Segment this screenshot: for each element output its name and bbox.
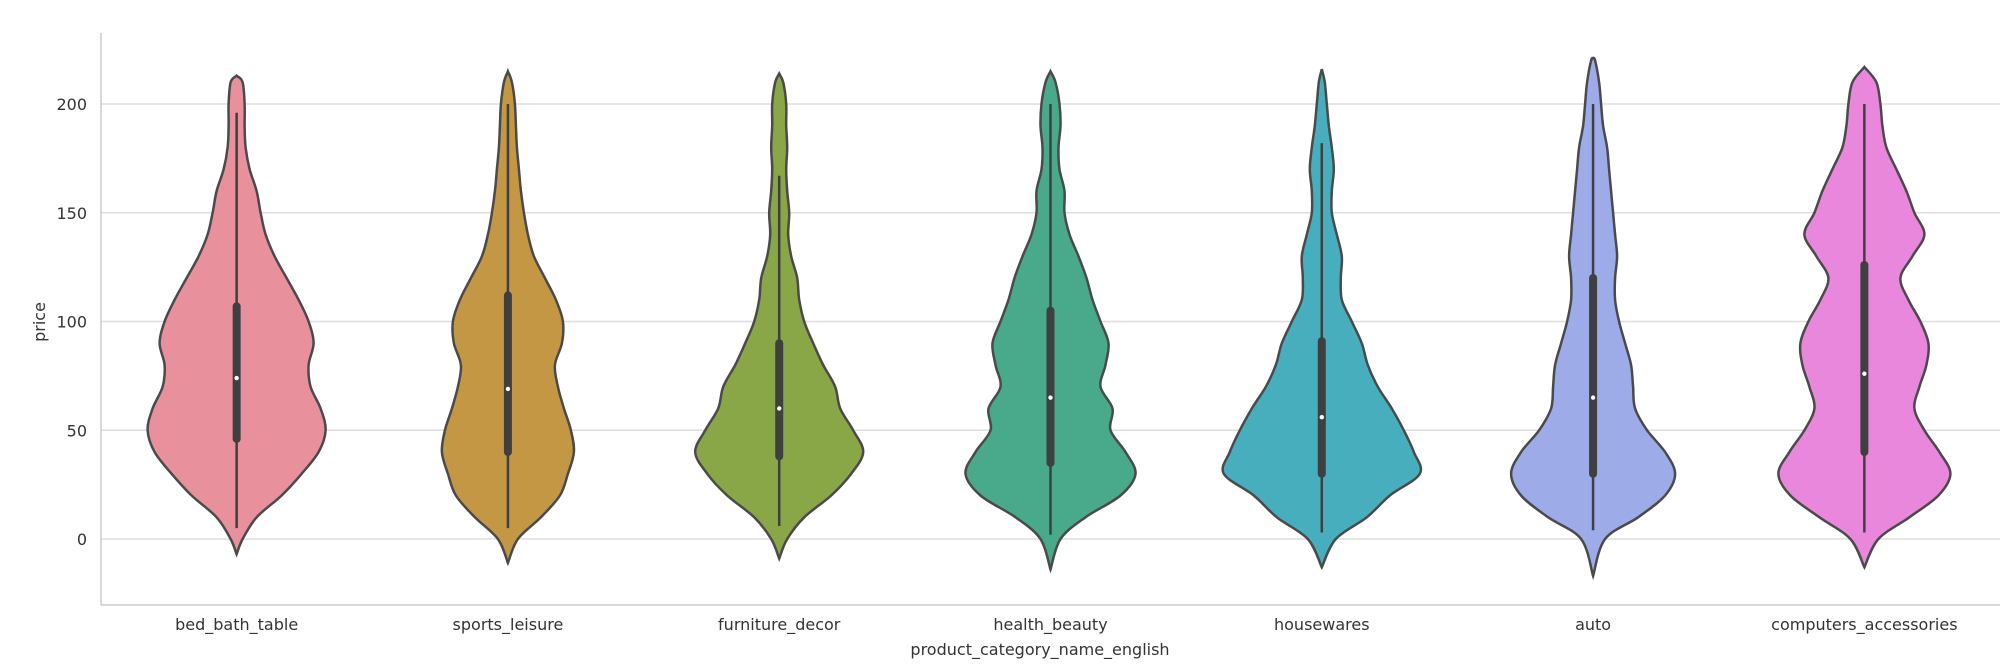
x-tick-label: computers_accessories (1771, 615, 1957, 635)
violin-computers-accessories (1777, 64, 1952, 571)
y-tick-label: 100 (56, 313, 87, 332)
y-tick-label: 150 (56, 204, 87, 223)
y-tick-label: 0 (77, 530, 87, 549)
y-tick-labels: 0 50 100 150 200 (56, 95, 87, 549)
x-tick-labels: bed_bath_table sports_leisure furniture_de… (175, 615, 1957, 635)
violin-sports-leisure (440, 67, 576, 567)
violin-median-dot (1590, 395, 1596, 400)
violin-auto (1509, 56, 1677, 581)
x-axis-label: product_category_name_english (910, 640, 1169, 660)
violin-median-dot (1862, 371, 1867, 376)
x-tick-label: auto (1575, 615, 1611, 634)
violin-median-dot (505, 386, 511, 392)
y-tick-label: 50 (67, 421, 87, 440)
violin-bed-bath-table (146, 73, 327, 558)
violin-median-dot (1319, 415, 1324, 420)
x-tick-label: sports_leisure (453, 615, 564, 635)
violin-housewares (1221, 68, 1423, 571)
x-tick-label: bed_bath_table (175, 615, 298, 635)
violin-furniture-decor (693, 70, 865, 563)
violin-median-dot (1048, 395, 1053, 400)
y-axis-label: price (30, 302, 49, 342)
violin-health-beauty (964, 68, 1137, 574)
violin-median-dot (777, 406, 782, 411)
x-tick-label: health_beauty (993, 615, 1107, 635)
violins (146, 56, 1952, 581)
violin-median-dot (234, 375, 239, 381)
x-tick-label: furniture_decor (718, 615, 841, 635)
x-tick-label: housewares (1274, 615, 1370, 634)
axes (100, 33, 2000, 606)
y-tick-label: 200 (56, 95, 87, 114)
